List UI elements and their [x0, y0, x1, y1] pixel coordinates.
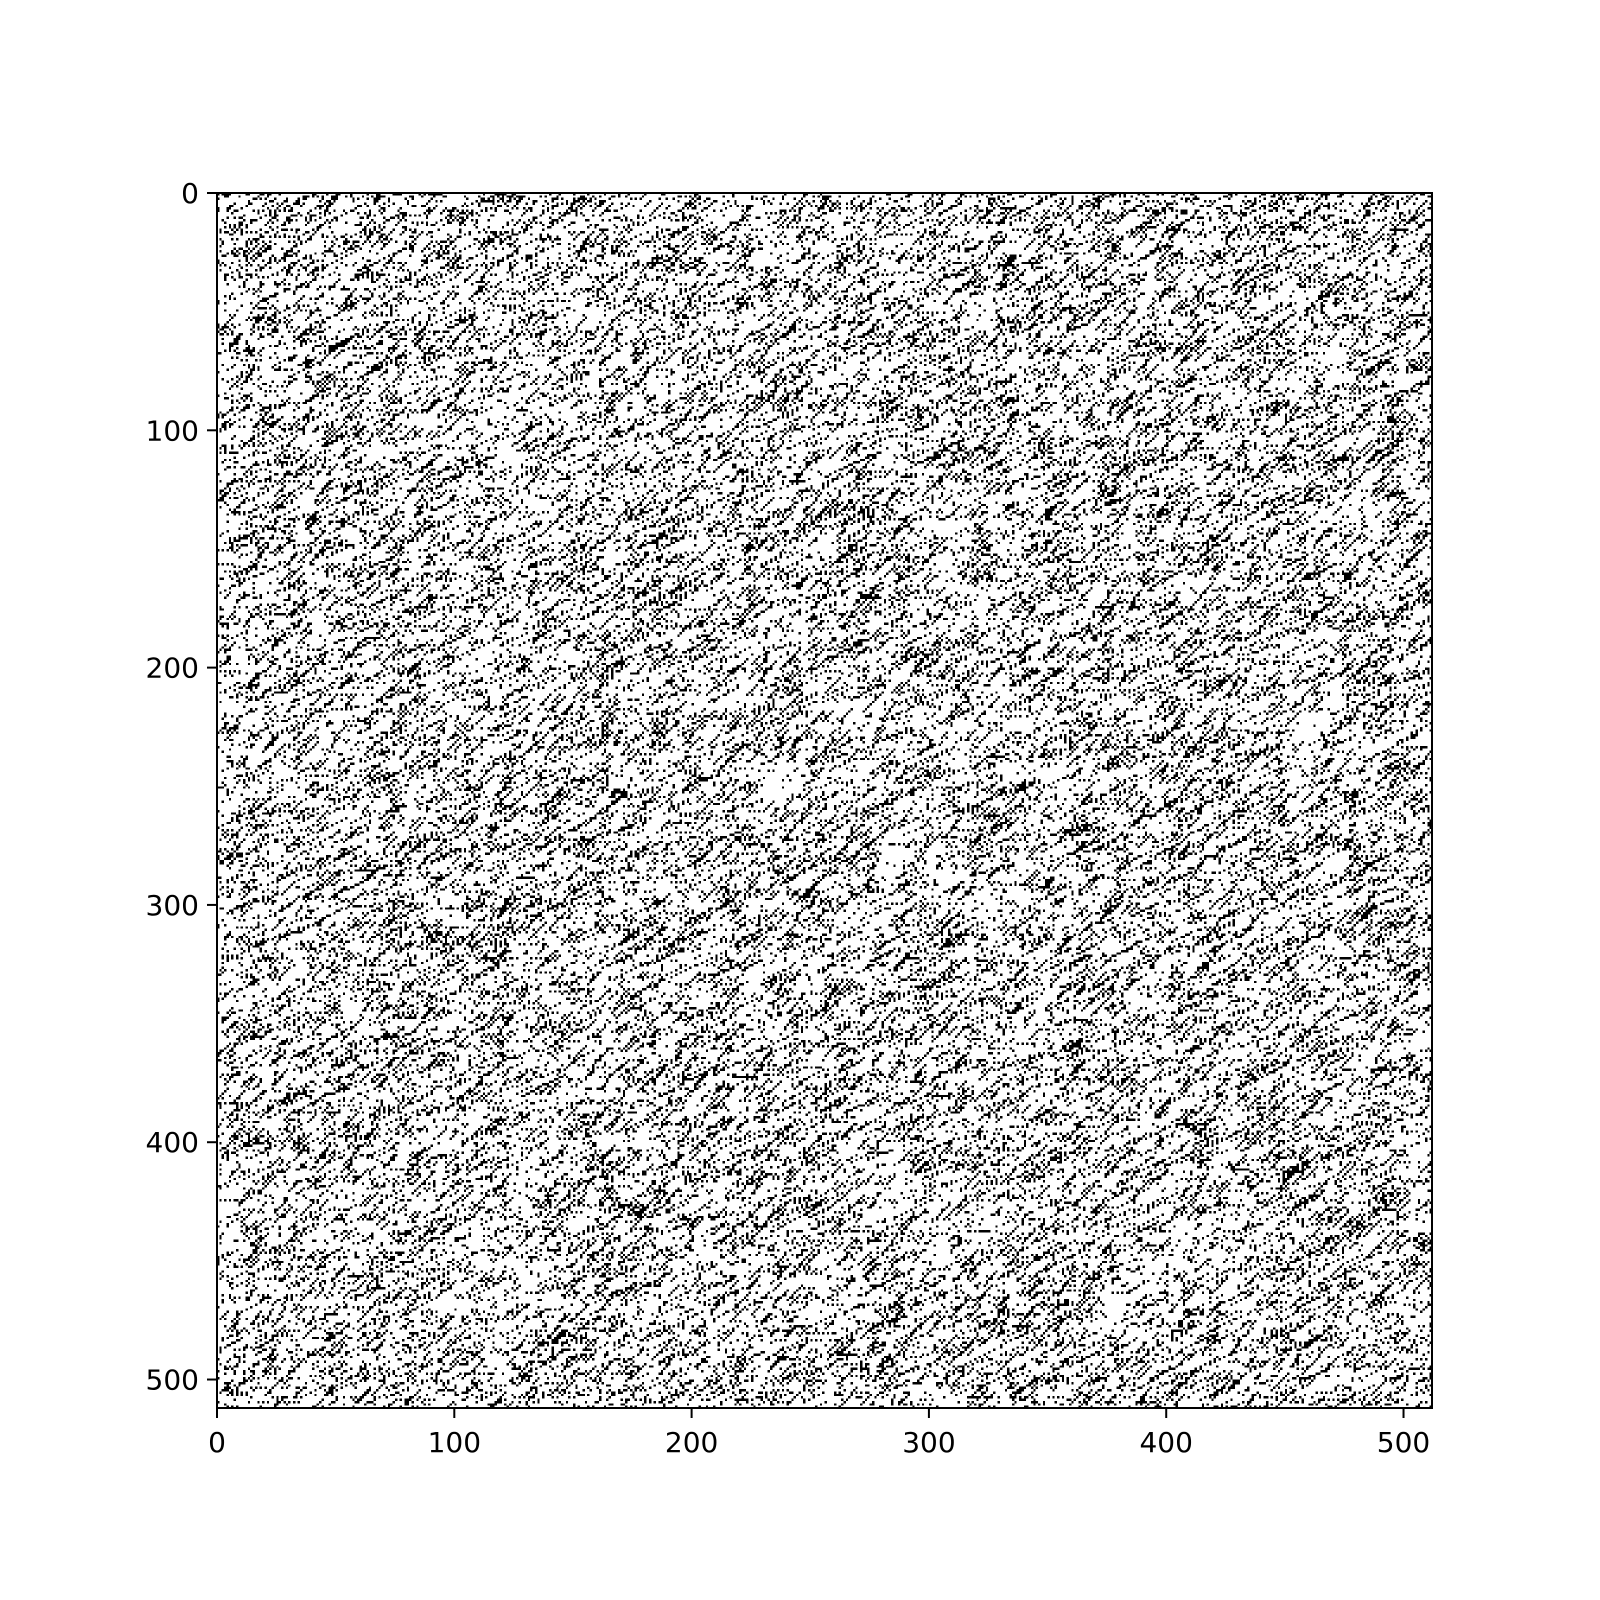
x-tick-label: 500	[1377, 1426, 1430, 1459]
plot-area	[216, 192, 1433, 1409]
x-axis: 0 100 200 300 400 500	[208, 1408, 1430, 1459]
y-tick-label: 0	[181, 177, 199, 210]
x-tick-label: 400	[1139, 1426, 1192, 1459]
heatmap-matrix	[217, 193, 1432, 1408]
y-tick-label: 500	[146, 1364, 199, 1397]
x-tick-label: 200	[665, 1426, 718, 1459]
x-tick-label: 100	[428, 1426, 481, 1459]
y-axis: 0 100 200 300 400 500	[146, 177, 217, 1397]
x-tick-label: 300	[902, 1426, 955, 1459]
axes-frame	[216, 192, 1433, 1409]
x-tick-label: 0	[208, 1426, 226, 1459]
y-tick-label: 200	[146, 652, 199, 685]
y-tick-label: 400	[146, 1126, 199, 1159]
y-tick-label: 300	[146, 889, 199, 922]
y-tick-label: 100	[146, 414, 199, 447]
